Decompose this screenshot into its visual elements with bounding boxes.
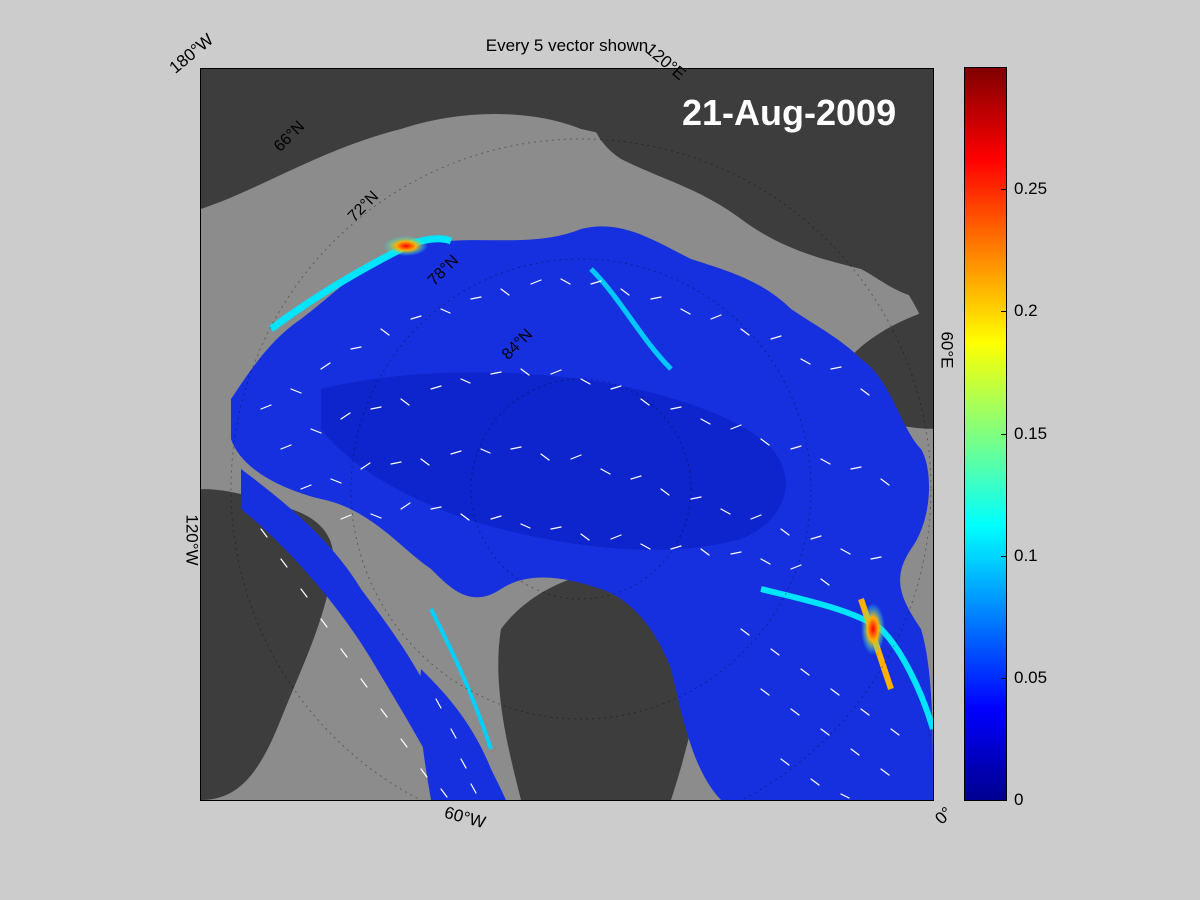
colorbar-label-0-25: 0.25 [1014, 179, 1048, 198]
canada-land [201, 489, 334, 800]
map-canvas [201, 69, 933, 800]
date-label: 21-Aug-2009 [682, 92, 897, 133]
colorbar-label-0-2: 0.2 [1014, 301, 1038, 320]
ice-drift-core [321, 372, 786, 550]
sea-ice-drift-map [200, 68, 934, 801]
latitude-circle-72 [230, 138, 932, 800]
figure-title: Every 5 vector shown [485, 36, 649, 55]
siberian-coast-highlight [589, 267, 673, 371]
alaska-land [201, 69, 431, 194]
lon-label-60e: 60°E [937, 331, 957, 369]
lon-label-0: 0° [931, 803, 957, 829]
baffin-bay-field [419, 669, 506, 800]
drift-vectors [260, 278, 900, 799]
nares-highlight [429, 608, 493, 750]
colorbar-label-0-1: 0.1 [1014, 546, 1038, 565]
colorbar-label-0-15: 0.15 [1014, 424, 1048, 443]
siberia-land [590, 69, 933, 299]
lon-label-60w: 60°W [442, 802, 488, 833]
colorbar-label-0-05: 0.05 [1014, 668, 1048, 687]
greenland-sea-hotspot [861, 603, 885, 655]
colorbar-label-0: 0 [1014, 790, 1024, 809]
latitude-circle-78 [350, 258, 812, 720]
lon-label-120w: 120°W [182, 514, 202, 566]
chukchi-hotspot [384, 236, 428, 256]
